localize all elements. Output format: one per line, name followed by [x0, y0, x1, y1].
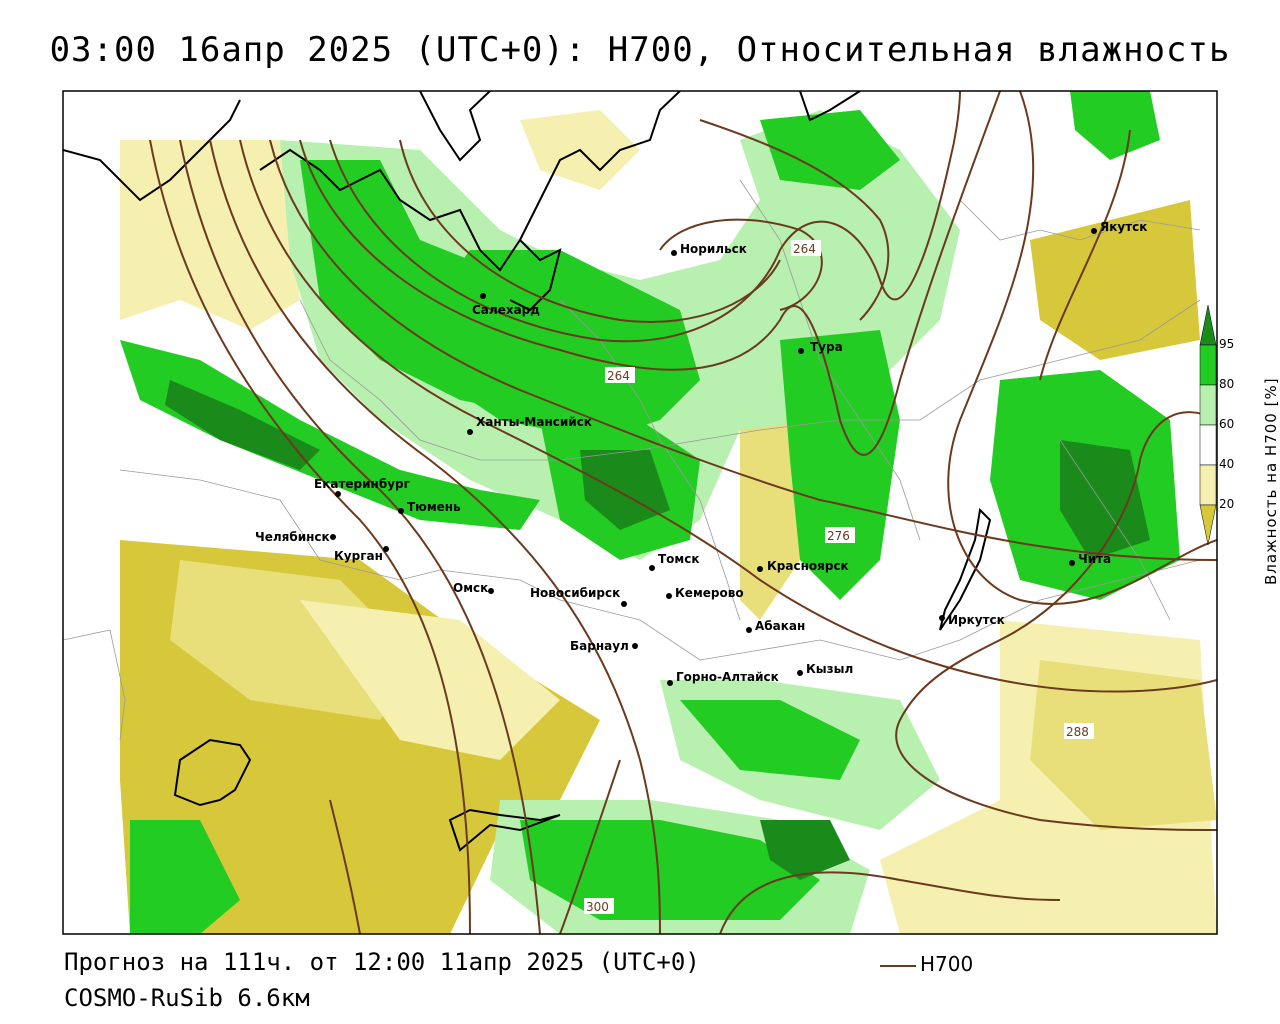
city-label: Ханты-Мансийск — [476, 415, 592, 429]
isoline-label: 288 — [1066, 725, 1089, 739]
city-label: Чита — [1078, 552, 1111, 566]
city-dot — [480, 293, 486, 299]
colorbar-segment — [1199, 424, 1217, 466]
dry-area-east — [1030, 200, 1200, 360]
isoline-legend: H700 — [880, 952, 973, 976]
humidity-field — [63, 91, 1217, 934]
city-label: Томск — [658, 552, 700, 566]
coastlines — [63, 91, 992, 852]
city-label: Барнаул — [570, 639, 629, 653]
lake-balkhash — [448, 808, 561, 852]
city-dot — [1069, 560, 1075, 566]
colorbar: 95 80 60 40 20 — [1199, 304, 1234, 546]
city-label: Абакан — [755, 619, 805, 633]
aral-sea — [173, 738, 252, 807]
city-label: Тюмень — [407, 500, 461, 514]
colorbar-tick: 60 — [1219, 417, 1234, 431]
forecast-info: Прогноз на 111ч. от 12:00 11апр 2025 (UT… — [64, 948, 700, 976]
colorbar-segment — [1199, 464, 1217, 506]
colorbar-tick: 40 — [1219, 457, 1234, 471]
city-label: Екатеринбург — [314, 477, 410, 491]
city-dot — [1091, 228, 1097, 234]
city-markers: Якутск Норильск Салехард Тура Ханты-Манс… — [255, 220, 1147, 686]
city-label: Омск — [453, 581, 488, 595]
dry-area-west — [120, 140, 300, 330]
city-label: Норильск — [680, 242, 747, 256]
city-dot — [649, 565, 655, 571]
city-dot — [667, 680, 673, 686]
colorbar-title: Влажность на H700 [%] — [1262, 377, 1280, 585]
city-label: Новосибирск — [530, 586, 620, 600]
city-dot — [335, 491, 341, 497]
city-label: Курган — [334, 549, 383, 563]
isoline-legend-label: H700 — [920, 952, 974, 976]
city-label: Челябинск — [255, 530, 330, 544]
city-dot — [797, 670, 803, 676]
moist-band-ural — [120, 340, 540, 530]
isoline-label: 300 — [586, 900, 609, 914]
city-dot — [398, 508, 404, 514]
isoline-label: 276 — [827, 529, 850, 543]
city-label: Якутск — [1100, 220, 1147, 234]
city-dot — [467, 429, 473, 435]
model-name: COSMO-RuSib 6.6км — [64, 984, 310, 1012]
h700-isolines — [149, 91, 1217, 934]
moist-area-south — [130, 820, 240, 934]
city-dot — [746, 627, 752, 633]
city-dot — [666, 593, 672, 599]
city-label: Тура — [810, 340, 843, 354]
colorbar-segment — [1199, 344, 1217, 386]
city-label: Красноярск — [767, 559, 849, 573]
map-title: 03:00 16апр 2025 (UTC+0): H700, Относите… — [49, 30, 1231, 70]
colorbar-tick: 20 — [1219, 497, 1234, 511]
isoline-label: 264 — [793, 242, 816, 256]
city-dot — [632, 643, 638, 649]
colorbar-bottom-triangle — [1199, 504, 1217, 546]
city-dot — [798, 348, 804, 354]
isoline-label: 264 — [607, 369, 630, 383]
city-label: Горно-Алтайск — [676, 670, 779, 684]
city-label: Кызыл — [806, 662, 853, 676]
city-dot — [383, 546, 389, 552]
city-dot — [621, 601, 627, 607]
city-dot — [671, 250, 677, 256]
colorbar-segment — [1199, 384, 1217, 426]
isoline-swatch — [880, 964, 916, 967]
city-dot — [939, 615, 945, 621]
city-dot — [330, 534, 336, 540]
colorbar-tick: 80 — [1219, 377, 1234, 391]
isoline-label-group: 264 264 276 288 300 — [584, 240, 1094, 914]
map-frame — [62, 90, 1218, 935]
city-label: Иркутск — [948, 613, 1005, 627]
city-label: Салехард — [472, 303, 540, 317]
lake-baikal — [939, 507, 992, 631]
city-label: Кемерово — [675, 586, 744, 600]
city-dot — [757, 566, 763, 572]
city-dot — [488, 588, 494, 594]
colorbar-tick: 95 — [1219, 337, 1234, 351]
